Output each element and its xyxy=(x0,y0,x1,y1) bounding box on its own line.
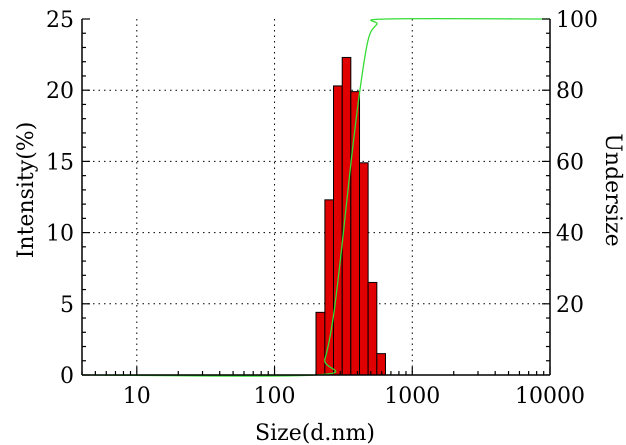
y2-axis-title: Undersize xyxy=(600,133,625,246)
y2-tick-label: 60 xyxy=(556,150,584,175)
y2-tick-label: 40 xyxy=(556,222,584,247)
y-tick-label: 5 xyxy=(60,293,74,318)
y-tick-label: 20 xyxy=(46,79,74,104)
tick-labels: 0 5 10 15 20 25 20 40 60 80 100 10 100 1000 10000 xyxy=(46,8,598,409)
ticks xyxy=(81,18,551,376)
y2-tick-label: 20 xyxy=(556,293,584,318)
x-tick-label: 1000 xyxy=(384,384,440,409)
y-tick-label: 0 xyxy=(60,364,74,389)
y-tick-label: 10 xyxy=(46,222,74,247)
x-tick-label: 100 xyxy=(254,384,296,409)
y-tick-label: 25 xyxy=(46,8,74,33)
histogram-bar xyxy=(333,85,343,376)
bars xyxy=(315,56,386,376)
x-axis-title: Size(d.nm) xyxy=(255,421,375,445)
histogram-bar xyxy=(359,162,369,376)
grid xyxy=(82,19,550,375)
y-axis-title: Intensity(%) xyxy=(14,122,39,259)
histogram-bar xyxy=(367,281,378,376)
x-tick-label: 10 xyxy=(123,384,151,409)
histogram-bar xyxy=(350,91,361,376)
histogram-bar xyxy=(324,199,335,376)
y2-tick-label: 100 xyxy=(556,8,598,33)
histogram-bar xyxy=(341,56,352,376)
y2-tick-label: 80 xyxy=(556,79,584,104)
x-tick-label: 10000 xyxy=(515,384,585,409)
y-tick-label: 15 xyxy=(46,150,74,175)
histogram-bar xyxy=(315,311,326,376)
